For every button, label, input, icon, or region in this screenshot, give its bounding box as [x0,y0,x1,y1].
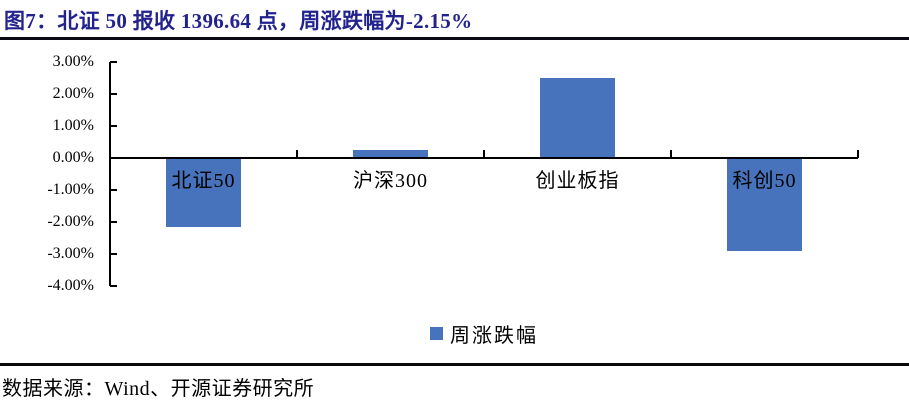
bar-chart: 3.00% 2.00% 1.00% 0.00% -1.00% -2.00% -3.00% -4… [47,53,859,294]
y-tick-label: 3.00% [52,53,94,70]
chart-legend: 周涨跌幅 [110,319,858,348]
bar-科创50 [727,158,802,251]
legend-series-label: 周涨跌幅 [450,325,538,347]
y-tick-label: 1.00% [52,117,94,134]
y-tick-label: -3.00% [47,245,94,262]
y-tick-label: -1.00% [47,181,94,198]
x-tick [857,150,859,158]
category-label-创业板指: 创业板指 [535,170,620,192]
y-tick [110,93,117,95]
data-source-text: 数据来源：Wind、开源证券研究所 [2,378,315,400]
y-tick [110,285,117,287]
y-tick-label: -4.00% [47,277,94,294]
y-tick [110,157,117,159]
bar-北证50 [166,158,241,227]
y-tick [110,221,117,223]
y-tick-label: 2.00% [52,85,94,102]
y-tick [110,125,117,127]
y-tick [110,61,117,63]
y-tick-label: -2.00% [47,213,94,230]
footer-rule [0,363,909,366]
bar-沪深300 [353,150,428,158]
category-label-科创50: 科创50 [732,170,797,192]
title-underline-rule [0,37,909,40]
category-label-北证50: 北证50 [171,170,236,192]
x-tick [483,150,485,158]
category-label-沪深300: 沪深300 [353,170,428,192]
legend-color-swatch [430,327,443,340]
y-tick [110,189,117,191]
y-axis-line [109,62,111,286]
bar-创业板指 [540,78,615,158]
x-tick [670,150,672,158]
x-tick [296,150,298,158]
y-tick [110,253,117,255]
y-tick-label: 0.00% [52,149,94,166]
figure-title: 图7：北证 50 报收 1396.64 点，周涨跌幅为-2.15% [4,9,473,33]
